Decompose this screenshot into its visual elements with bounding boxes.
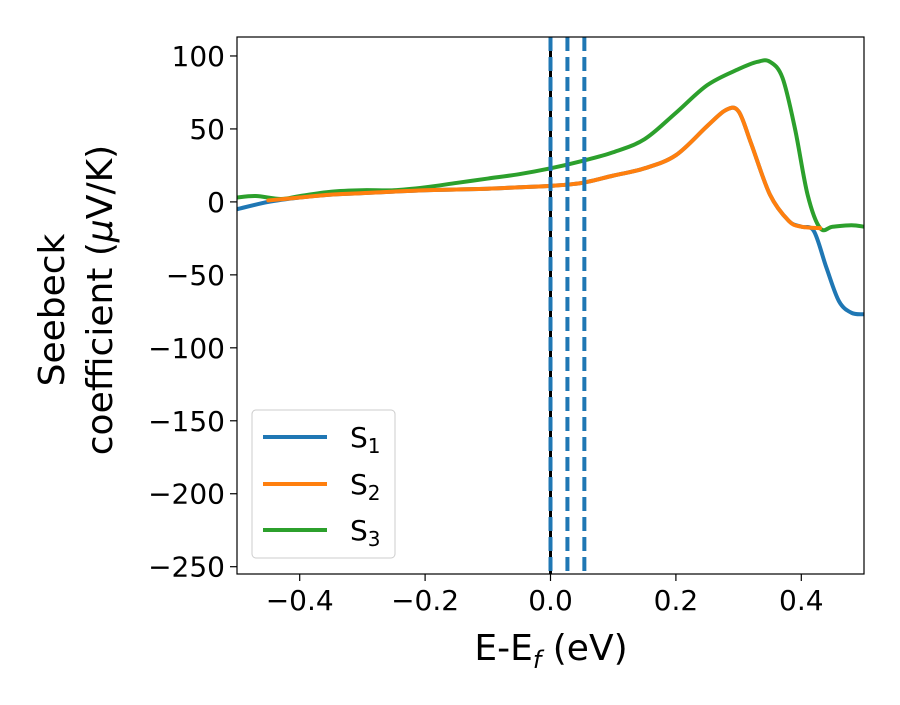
series-group <box>237 58 864 317</box>
y-axis-title-mu: μ <box>80 219 121 243</box>
legend-label-s3: S3 <box>350 514 381 551</box>
y-tick-label: −200 <box>148 478 225 511</box>
vertical-lines <box>548 37 587 574</box>
y-tick-label: −50 <box>166 259 225 292</box>
series-line-s2 <box>266 105 823 231</box>
y-tick-label: 50 <box>189 113 225 146</box>
y-axis-title: Seebeck coefficient (μV/K) <box>32 145 121 455</box>
y-tick-label: −150 <box>148 405 225 438</box>
x-tick-label: −0.2 <box>391 584 459 617</box>
y-axis-title-line1: Seebeck <box>32 233 73 386</box>
y-tick-label: −100 <box>148 332 225 365</box>
y-axis-title-line2: coefficient (μV/K) <box>80 145 121 455</box>
legend-label-s2: S2 <box>350 468 381 505</box>
x-tick-label: 0.4 <box>779 584 824 617</box>
x-tick-label: −0.4 <box>266 584 334 617</box>
legend-label-s1: S1 <box>350 421 381 458</box>
x-axis-ticks: −0.4 −0.2 0.0 0.2 0.4 <box>266 574 824 617</box>
y-axis-ticks: 100 50 0 −50 −100 −150 −200 −250 <box>148 40 237 584</box>
y-tick-label: 0 <box>207 186 225 219</box>
x-axis-title: E-Ef (eV) <box>474 628 627 674</box>
series-line-s3 <box>237 58 864 233</box>
x-tick-label: 0.2 <box>654 584 699 617</box>
x-axis-title-unit: (eV) <box>541 628 627 669</box>
legend: S1 S2 S3 <box>251 409 396 559</box>
x-tick-label: 0.0 <box>528 584 573 617</box>
y-tick-label: −250 <box>148 551 225 584</box>
y-tick-label: 100 <box>172 40 225 73</box>
